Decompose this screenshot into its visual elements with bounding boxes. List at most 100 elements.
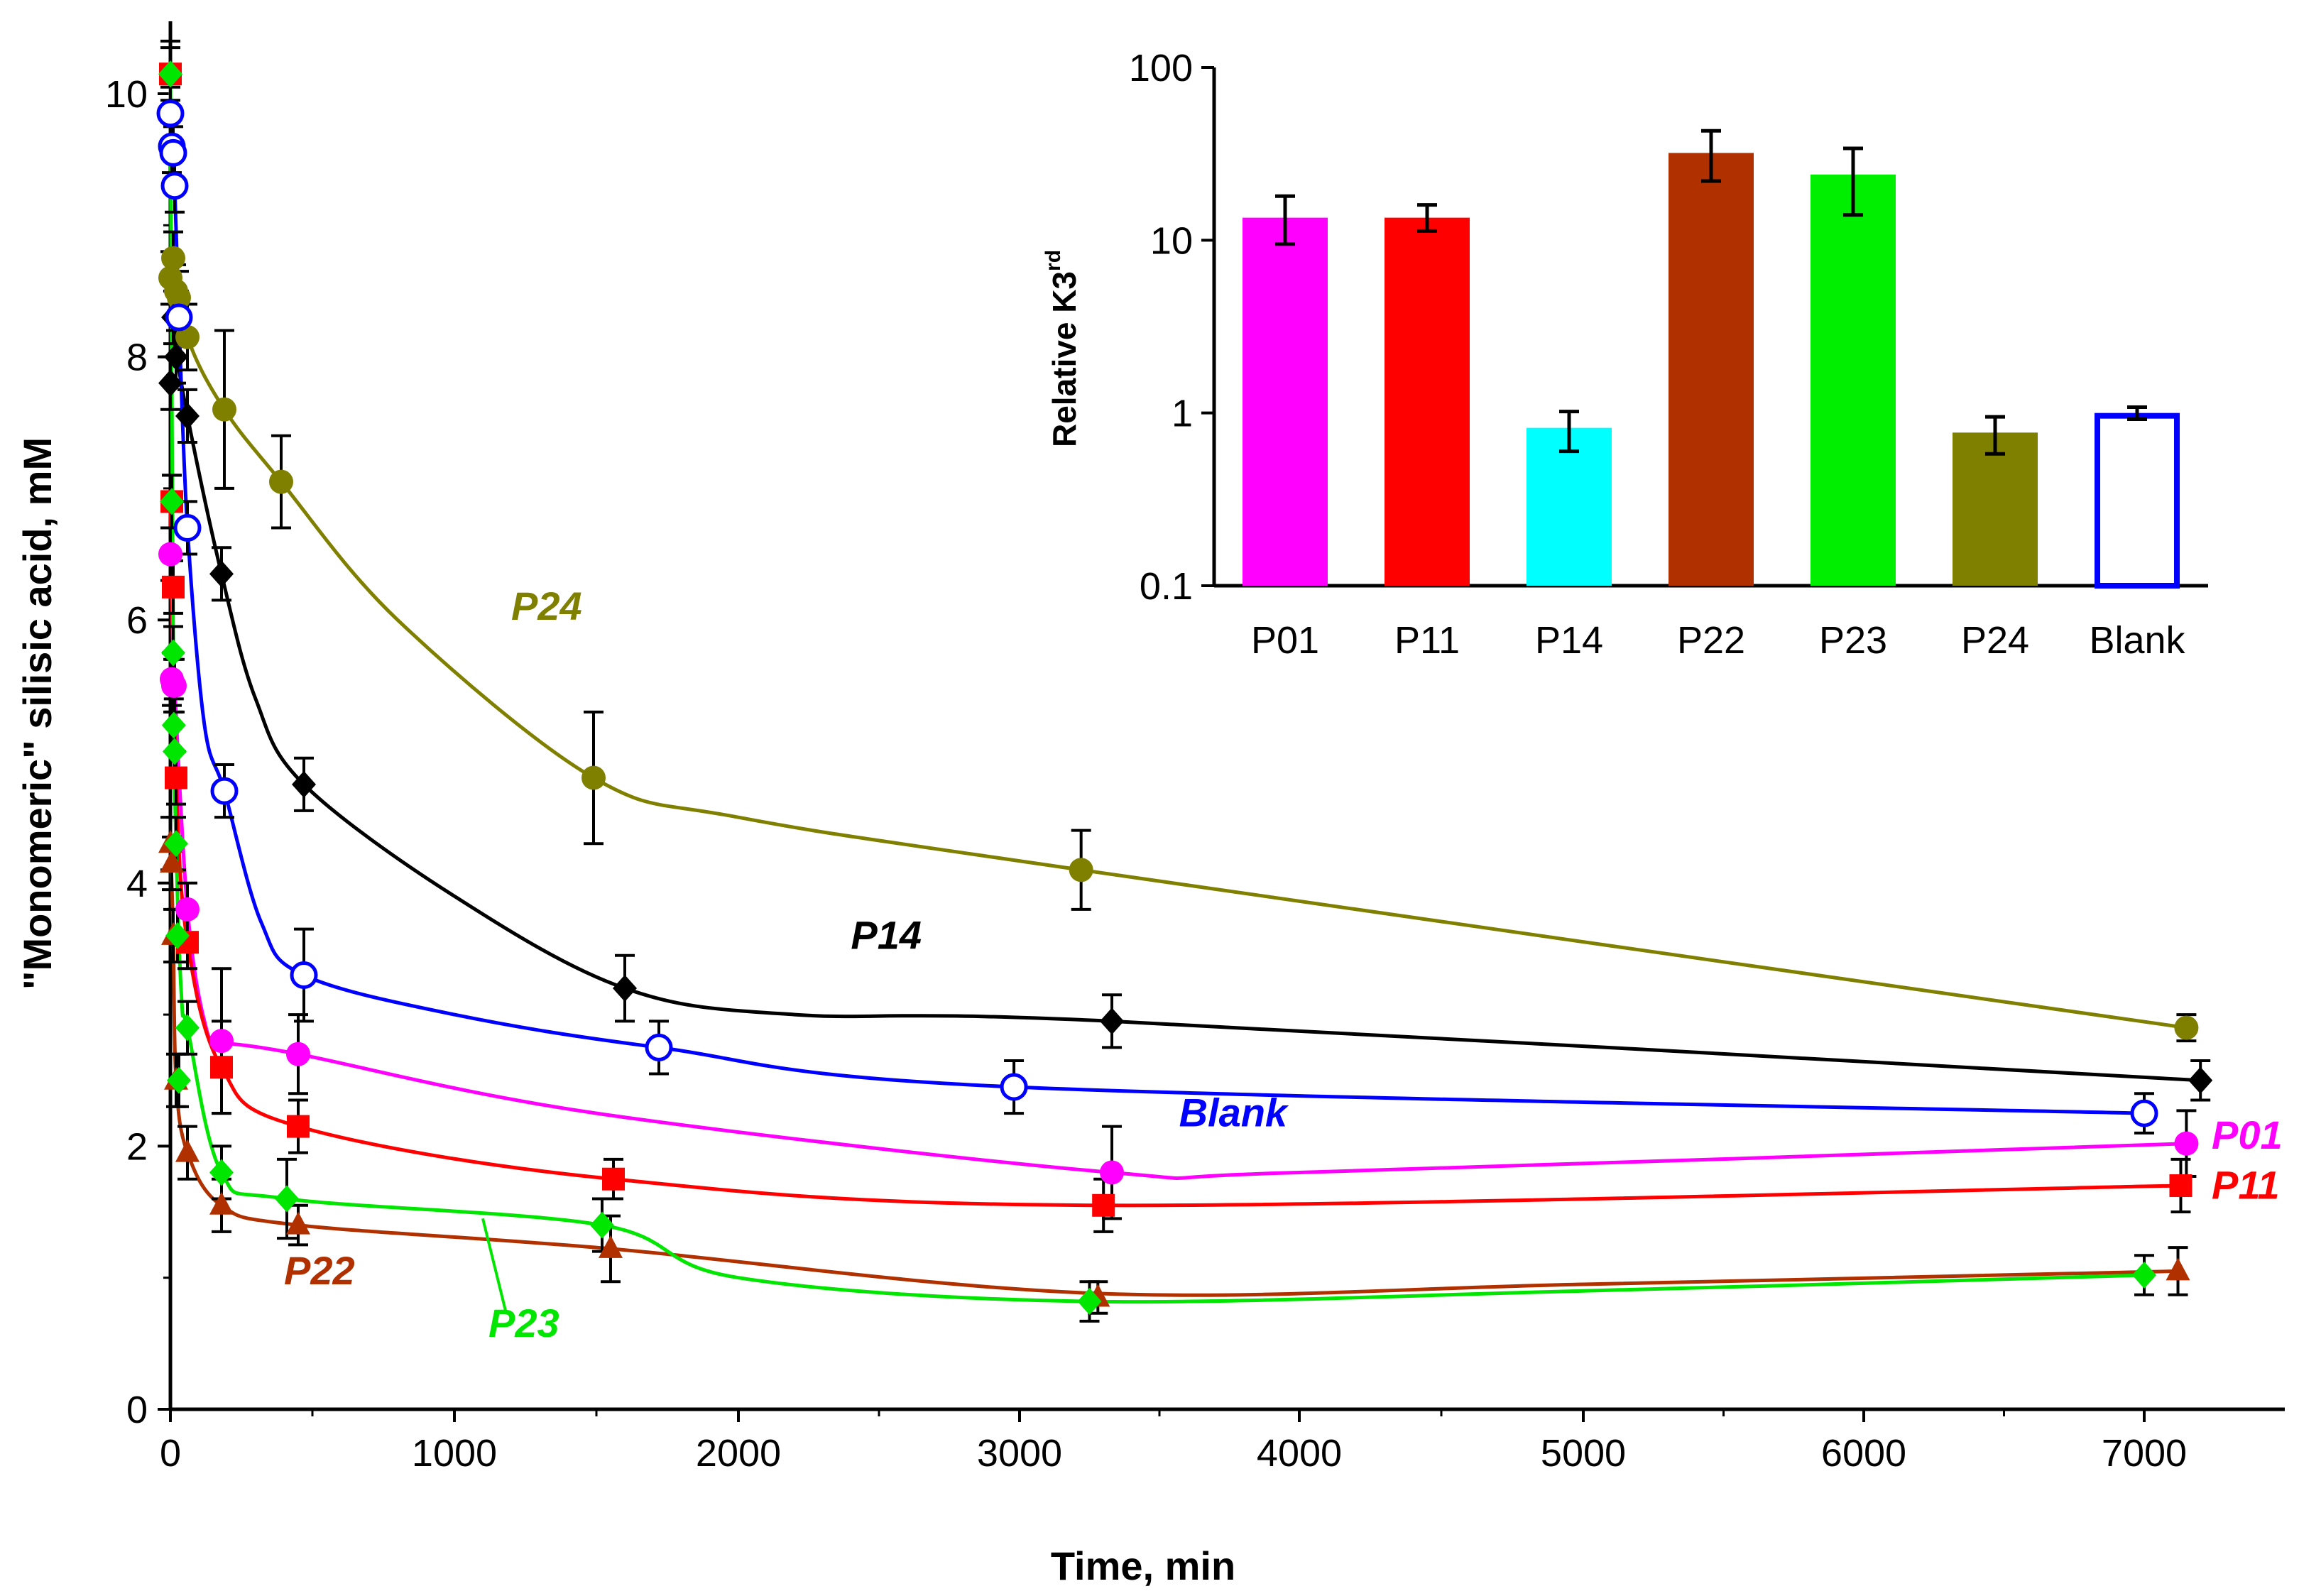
data-point-blank [2130, 1099, 2158, 1127]
series-line-p22 [168, 843, 2178, 1297]
data-point-p14 [175, 402, 200, 430]
y-tick-label: 0 [126, 1389, 148, 1431]
data-point-p11 [162, 575, 185, 598]
data-point-p01 [2174, 1131, 2199, 1156]
data-point-p14 [1100, 1007, 1125, 1035]
inset-category-label-p24: P24 [1961, 619, 2029, 662]
data-point-blank [160, 172, 189, 200]
data-point-p01 [209, 1029, 234, 1054]
data-point-blank [645, 1033, 673, 1061]
data-point-p23 [163, 738, 187, 765]
data-point-p23 [209, 1159, 234, 1186]
inset-y-tick-label: 100 [1129, 47, 1193, 89]
data-point-blank [165, 303, 193, 332]
data-point-p24 [161, 246, 185, 270]
data-point-p24 [1069, 858, 1093, 882]
inset-bars [1243, 153, 2180, 589]
inset-category-label-blank: Blank [2089, 619, 2185, 662]
data-point-p01 [1100, 1160, 1125, 1185]
data-point-p23 [161, 639, 185, 667]
data-point-p14 [164, 343, 188, 371]
x-tick-label: 3000 [977, 1432, 1062, 1475]
series-label-p11: P11 [2212, 1163, 2279, 1208]
data-point-p23 [165, 922, 190, 949]
data-point-p11 [1092, 1193, 1115, 1217]
x-tick-label: 0 [160, 1432, 181, 1475]
main-chart: 0 1000 2000 3000 4000 5000 6000 7000 0 2 4 6 8 10 P24… [15, 21, 2285, 1588]
data-point-p22 [160, 850, 184, 873]
bar-p14 [1527, 427, 1612, 586]
inset-category-label-p22: P22 [1677, 619, 1745, 662]
data-point-p23 [590, 1211, 614, 1239]
data-point-p22 [599, 1235, 623, 1258]
data-point-p14 [292, 770, 316, 798]
data-point-p24 [581, 765, 606, 790]
inset-y-tick-label: 0.1 [1140, 565, 1193, 608]
y-tick-label: 4 [126, 863, 148, 905]
data-point-p23 [175, 1014, 200, 1042]
data-point-p24 [269, 469, 293, 494]
data-point-blank [210, 777, 239, 805]
data-point-blank [173, 513, 202, 542]
data-point-p23 [167, 1066, 191, 1094]
data-point-p22 [209, 1191, 234, 1215]
data-point-p01 [175, 897, 200, 922]
y-tick-label: 2 [126, 1125, 148, 1168]
data-point-blank [1000, 1073, 1028, 1101]
data-point-p23 [160, 488, 184, 515]
series-line-p01 [168, 554, 2187, 1180]
series-label-p01: P01 [2212, 1113, 2283, 1157]
inset-category-label-p23: P23 [1819, 619, 1887, 662]
series-label-p23: P23 [488, 1301, 559, 1345]
inset-error-bars [1275, 129, 2147, 456]
x-tick-label: 5000 [1541, 1432, 1626, 1475]
data-point-p24 [212, 397, 236, 422]
data-point-p14 [613, 975, 637, 1002]
bar-p22 [1669, 153, 1754, 586]
inset-category-label-p11: P11 [1394, 619, 1460, 662]
data-point-p24 [167, 285, 191, 310]
main-ticks: 0 1000 2000 3000 4000 5000 6000 7000 0 2 4 6 8 10 [105, 73, 2187, 1475]
inset-y-axis-title-superscript: rd [1042, 250, 1065, 271]
bar-p24 [1953, 432, 2038, 586]
main-series-labels: P24 P14 Blank P01 P11 P22 P23 [284, 584, 2283, 1345]
series-label-p14: P14 [851, 912, 922, 957]
x-tick-label: 6000 [1821, 1432, 1906, 1475]
data-point-p14 [2188, 1066, 2213, 1094]
inset-category-labels: P01 P11 P14 P22 P23 P24 Blank [1251, 619, 2186, 662]
inset-y-tick-label: 1 [1172, 393, 1193, 435]
data-point-blank [156, 99, 185, 128]
series-label-p22: P22 [284, 1248, 355, 1293]
y-tick-label: 8 [126, 337, 148, 379]
inset-category-label-p01: P01 [1251, 619, 1319, 662]
data-point-p24 [2174, 1015, 2199, 1040]
series-label-blank: Blank [1179, 1091, 1289, 1135]
data-point-p14 [209, 560, 234, 588]
main-markers [156, 60, 2213, 1316]
bar-blank [2095, 412, 2180, 589]
inset-chart: 0.1 1 10 100 P01 P11 P14 P22 P23 P24 Blank Relati… [1042, 47, 2208, 662]
data-point-p23 [1077, 1288, 1102, 1316]
data-point-p11 [165, 766, 187, 789]
data-point-blank [159, 138, 187, 167]
inset-ticks: 0.1 1 10 100 [1129, 47, 1214, 608]
data-point-p01 [286, 1042, 310, 1066]
main-axes [168, 21, 2285, 1411]
data-point-p11 [2169, 1174, 2192, 1197]
x-axis-title: Time, min [1051, 1543, 1235, 1588]
inset-category-label-p14: P14 [1535, 619, 1603, 662]
data-point-p11 [287, 1115, 310, 1138]
series-label-p24: P24 [511, 584, 582, 628]
x-tick-label: 7000 [2102, 1432, 2187, 1475]
inset-y-axis-title: Relative K3rd [1042, 250, 1083, 447]
data-point-p22 [2166, 1257, 2190, 1281]
inset-y-tick-label: 10 [1150, 219, 1193, 262]
data-point-p11 [602, 1167, 625, 1191]
data-point-p24 [175, 324, 200, 349]
inset-y-axis-title-main: Relative K3 [1046, 271, 1083, 447]
bar-p23 [1811, 174, 1896, 586]
data-point-p23 [2132, 1261, 2156, 1289]
series-line-blank [168, 113, 2145, 1115]
x-tick-label: 1000 [412, 1432, 497, 1475]
data-point-p01 [163, 673, 187, 698]
